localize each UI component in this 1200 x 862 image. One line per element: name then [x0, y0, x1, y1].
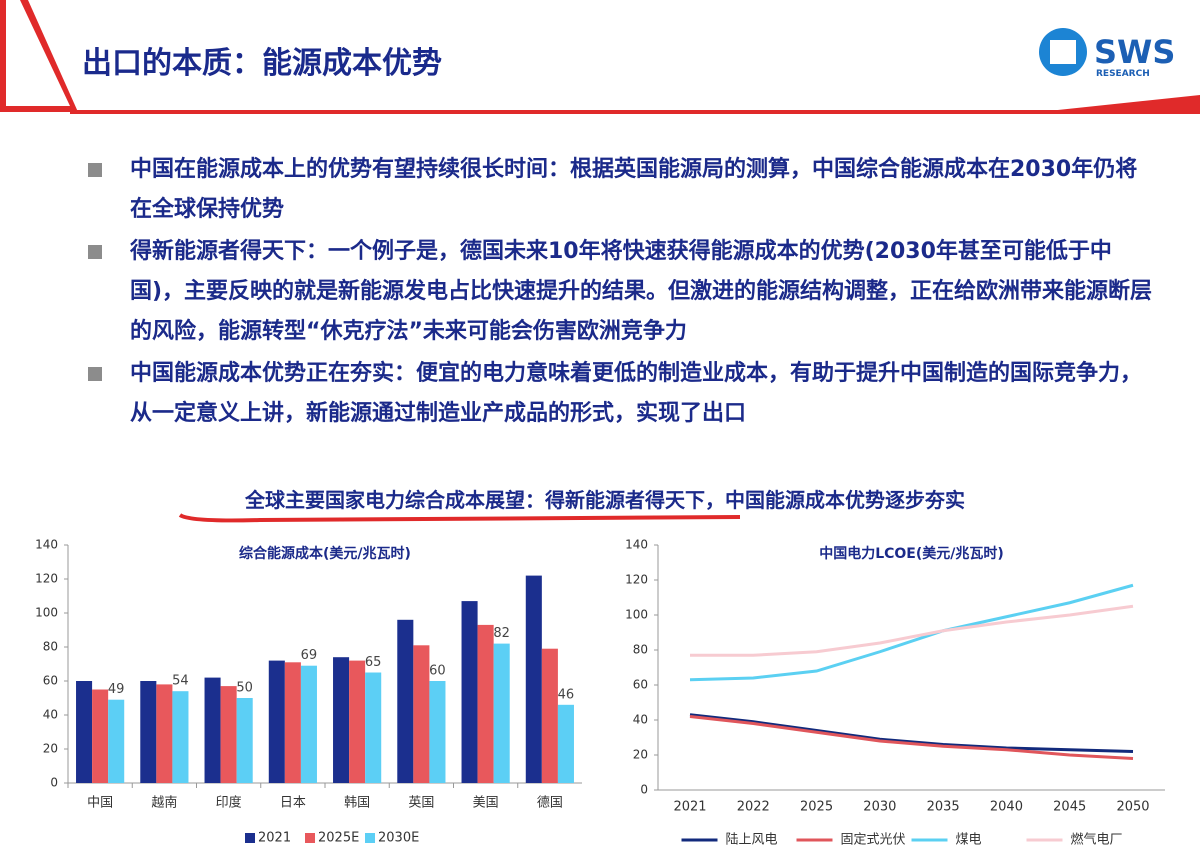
legend-label: 煤电	[956, 833, 982, 848]
bar	[413, 645, 430, 783]
y-tick-label: 100	[625, 608, 648, 622]
x-tick-label: 美国	[473, 796, 499, 811]
line	[689, 583, 1134, 682]
corner-inner	[6, 0, 70, 106]
data-label: 50	[236, 681, 253, 696]
data-label: 60	[429, 664, 446, 679]
data-label: 46	[558, 687, 575, 702]
bar	[204, 677, 221, 783]
x-tick-label: 2025	[800, 800, 833, 815]
logo-mark-inner	[1050, 40, 1076, 64]
line	[690, 604, 1134, 657]
chart-title: 中国电力LCOE(美元/兆瓦时)	[819, 545, 1004, 562]
x-tick-label: 英国	[408, 796, 434, 811]
data-label: 82	[493, 626, 510, 641]
y-tick-label: 40	[43, 708, 58, 722]
x-tick-label: 日本	[280, 796, 306, 811]
y-tick-label: 140	[35, 538, 58, 552]
header-decor: SWS RESEARCH	[0, 0, 1200, 114]
bar	[461, 601, 478, 783]
bar	[108, 699, 125, 783]
rule-accent	[1020, 95, 1200, 114]
bar	[284, 662, 301, 783]
x-tick-label: 2022	[737, 800, 770, 815]
x-tick-label: 2045	[1053, 800, 1086, 815]
bullet-list: 中国在能源成本上的优势有望持续很长时间：根据英国能源局的测算，中国综合能源成本在…	[88, 150, 1153, 436]
legend-label: 2021	[258, 831, 291, 846]
line	[689, 715, 1134, 760]
chart-title: 综合能源成本(美元/兆瓦时)	[239, 545, 411, 562]
bullet: 中国在能源成本上的优势有望持续很长时间：根据英国能源局的测算，中国综合能源成本在…	[88, 150, 1153, 230]
x-tick-label: 2050	[1116, 800, 1149, 815]
legend-label: 固定式光伏	[841, 833, 906, 848]
data-label: 49	[108, 682, 125, 697]
bar	[236, 698, 253, 783]
data-label: 69	[301, 648, 318, 663]
bullet: 得新能源者得天下：一个例子是，德国未来10年将快速获得能源成本的优势(2030年…	[88, 232, 1153, 352]
bar	[365, 672, 382, 783]
x-tick-label: 越南	[151, 795, 177, 811]
bar	[172, 691, 189, 783]
bar	[477, 624, 494, 783]
bar	[541, 648, 558, 783]
bar	[220, 686, 237, 783]
chart-caption: 全球主要国家电力综合成本展望：得新能源者得天下，中国能源成本优势逐步夯实	[245, 488, 965, 512]
y-tick-label: 140	[625, 538, 648, 552]
header-rule	[70, 110, 1200, 114]
legend-swatch	[305, 833, 315, 843]
x-tick-label: 2021	[673, 800, 706, 815]
bar	[493, 643, 510, 783]
x-tick-label: 2040	[990, 800, 1023, 815]
bullet: 中国能源成本优势正在夯实：便宜的电力意味着更低的制造业成本，有助于提升中国制造的…	[88, 354, 1153, 434]
x-tick-label: 印度	[216, 795, 242, 811]
y-tick-label: 0	[50, 776, 58, 790]
y-tick-label: 20	[633, 748, 648, 762]
bar	[333, 657, 350, 783]
bar	[140, 681, 157, 783]
legend-label: 陆上风电	[726, 832, 778, 848]
y-tick-label: 120	[35, 572, 58, 586]
bar	[429, 681, 446, 783]
bar	[268, 660, 285, 783]
bar	[76, 681, 93, 783]
legend-label: 2030E	[378, 831, 419, 846]
y-tick-label: 100	[35, 606, 58, 620]
bar	[156, 684, 173, 783]
y-tick-label: 20	[43, 742, 58, 756]
y-tick-label: 120	[625, 573, 648, 587]
slide-title: 出口的本质：能源成本优势	[82, 46, 442, 81]
bar	[397, 619, 414, 783]
y-tick-label: 80	[633, 643, 648, 657]
y-tick-label: 40	[633, 713, 648, 727]
bar	[349, 660, 366, 783]
legend-label: 燃气电厂	[1071, 832, 1123, 848]
caption-underline	[178, 513, 741, 523]
logo-sub: RESEARCH	[1096, 69, 1150, 79]
x-tick-label: 德国	[537, 796, 563, 811]
x-tick-label: 韩国	[344, 796, 370, 811]
bar	[92, 689, 109, 783]
line	[689, 713, 1134, 753]
bar	[557, 704, 574, 783]
x-tick-label: 2035	[927, 800, 960, 815]
y-tick-label: 60	[633, 678, 648, 692]
legend-swatch	[365, 833, 375, 843]
legend-label: 2025E	[318, 831, 359, 846]
bar	[300, 665, 317, 783]
legend-swatch	[245, 833, 255, 843]
y-tick-label: 0	[640, 783, 648, 797]
logo-text: SWS	[1094, 33, 1175, 71]
data-label: 54	[172, 674, 189, 689]
bar	[525, 575, 542, 783]
data-label: 65	[365, 655, 382, 670]
x-tick-label: 2030	[863, 800, 896, 815]
y-tick-label: 60	[43, 674, 58, 688]
y-tick-label: 80	[43, 640, 58, 654]
x-tick-label: 中国	[87, 796, 113, 811]
